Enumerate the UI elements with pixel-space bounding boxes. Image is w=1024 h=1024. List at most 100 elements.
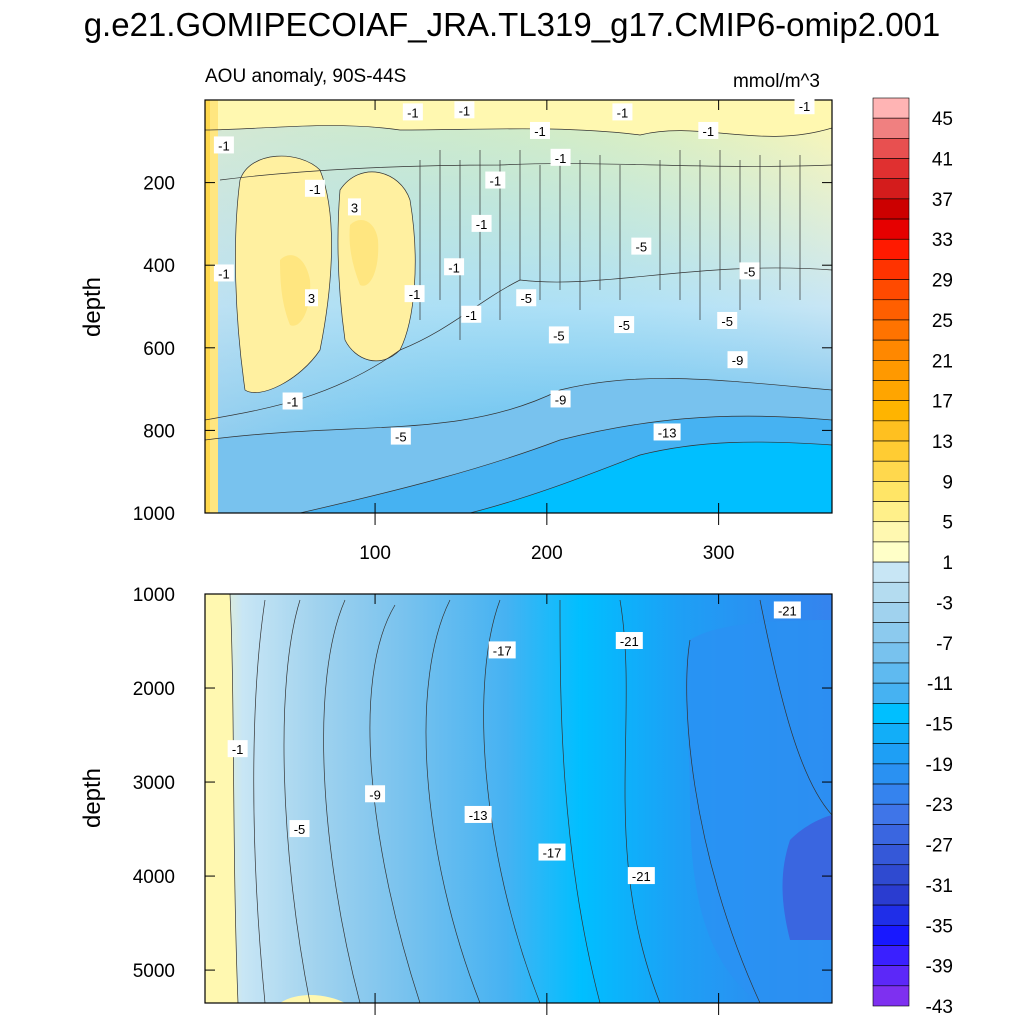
y-tick-label: 5000: [133, 961, 175, 982]
lower-bottom-warm: [280, 995, 345, 1003]
colorbar-swatch: [872, 723, 910, 744]
colorbar-swatch: [872, 965, 910, 987]
colorbar-tick-label: 17: [932, 392, 953, 413]
colorbar-swatch: [872, 743, 910, 765]
contour-label-bg: [485, 171, 506, 189]
contour-label: -1: [465, 308, 477, 323]
colorbar: 45 41 37 33 29 25 21 17 13 9 5 1 -3 -7 -11 -15 -19 -23 -27…: [872, 97, 953, 1018]
lower-panel: -1 -5 -9 -13 -17 -17 -21 -21 -21 1000 2000 3000 400…: [79, 585, 833, 1015]
contour-label-bg: [516, 289, 537, 307]
lower-y-axis-label: depth: [79, 768, 106, 828]
upper-warm-blob-right: [337, 171, 416, 361]
colorbar-tick-label: -23: [926, 795, 953, 816]
colorbar-swatch: [872, 440, 910, 462]
contour-label: -1: [490, 174, 502, 189]
contour-label: -17: [493, 643, 512, 658]
contour-label-bg: [289, 820, 310, 838]
upper-y-axis-label: depth: [79, 277, 106, 337]
colorbar-swatch: [872, 259, 910, 280]
contour-label-bg: [698, 121, 719, 139]
upper-contour-line: [235, 155, 332, 393]
contour-label-bg: [488, 641, 516, 659]
contour-label-bg: [538, 843, 566, 861]
colorbar-swatch: [872, 985, 910, 1007]
colorbar-swatch: [872, 541, 910, 563]
y-tick-label: 400: [143, 256, 175, 277]
contour-label: -13: [469, 808, 488, 823]
contour-label-bg: [227, 740, 248, 758]
lower-contour-lines: [229, 594, 832, 1003]
contour-label: -1: [534, 124, 546, 139]
contour-label-bg: [305, 289, 319, 307]
contour-label-bg: [631, 237, 652, 255]
upper-contour-field: [205, 100, 832, 513]
colorbar-tick-label: -19: [926, 755, 953, 776]
colorbar-tick-label: 45: [932, 109, 953, 130]
contour-label: -1: [407, 105, 419, 120]
colorbar-swatch: [872, 97, 910, 119]
lower-contour-line: [323, 599, 361, 1003]
contour-label-bg: [454, 101, 475, 119]
x-tick-label: 200: [531, 543, 563, 564]
colorbar-swatch: [872, 783, 910, 805]
colorbar-tick-label: 41: [932, 150, 953, 171]
colorbar-tick-label: -31: [926, 876, 953, 897]
y-tick-label: 1000: [133, 585, 175, 606]
contour-label-bg: [304, 179, 325, 197]
upper-edge-core: [205, 100, 210, 513]
colorbar-tick-label: 25: [932, 311, 953, 332]
colorbar-tick-label: 37: [932, 190, 953, 211]
contour-label: -13: [658, 425, 677, 440]
upper-contour-line: [205, 125, 832, 137]
lower-frame: [204, 593, 833, 1004]
contour-label: -1: [617, 105, 629, 120]
colorbar-swatch: [872, 581, 910, 603]
colorbar-tick-label: -43: [926, 997, 953, 1018]
colorbar-swatch: [872, 703, 910, 724]
upper-warm-core-right: [349, 220, 379, 286]
upper-contour-line: [419, 150, 801, 340]
upper-axis-ticks: 200 400 600 800 1000 100 200 300: [133, 100, 832, 564]
lower-contour-line: [229, 594, 239, 1003]
contour-label-bg: [347, 198, 361, 216]
colorbar-swatch: [872, 924, 910, 946]
contour-label: -1: [703, 124, 715, 139]
upper-contour-line: [469, 441, 832, 513]
lower-contour-line: [425, 599, 481, 1003]
contour-label: -21: [620, 634, 639, 649]
colorbar-swatch: [872, 864, 910, 886]
lower-contour-line: [369, 604, 421, 1003]
lower-contour-line: [759, 599, 832, 816]
colorbar-tick-label: 21: [932, 351, 953, 372]
lower-contour-line: [686, 639, 761, 1003]
contour-label: -1: [409, 287, 421, 302]
upper-band-15: [470, 442, 832, 513]
contour-label-bg: [213, 136, 234, 154]
colorbar-swatch: [872, 642, 910, 664]
colorbar-swatch: [872, 279, 910, 301]
contour-label: -1: [459, 103, 471, 118]
contour-label-bg: [794, 97, 815, 115]
contour-label-bg: [390, 427, 411, 445]
units-label: mmol/m^3: [733, 71, 820, 92]
colorbar-swatch: [872, 117, 910, 139]
colorbar-swatch: [872, 763, 910, 785]
upper-frame: [204, 99, 833, 514]
y-tick-label: 3000: [133, 773, 175, 794]
contour-label: -1: [799, 99, 811, 114]
contour-label-bg: [615, 632, 643, 650]
contour-label: 3: [351, 200, 358, 215]
lower-contour-line: [483, 599, 541, 1003]
contour-label: -1: [232, 742, 244, 757]
contour-label: -1: [309, 182, 321, 197]
colorbar-labels: 45 41 37 33 29 25 21 17 13 9 5 1 -3 -7 -11 -15 -19 -23 -27…: [926, 109, 953, 1018]
chart-subtitle: AOU anomaly, 90S-44S: [205, 66, 406, 87]
colorbar-tick-label: 13: [932, 432, 953, 453]
contour-label: -1: [287, 394, 299, 409]
colorbar-swatch: [872, 481, 910, 502]
y-tick-label: 800: [143, 421, 175, 442]
colorbar-swatch: [872, 884, 910, 906]
contour-label-bg: [550, 148, 571, 166]
contour-label: -1: [476, 217, 488, 232]
